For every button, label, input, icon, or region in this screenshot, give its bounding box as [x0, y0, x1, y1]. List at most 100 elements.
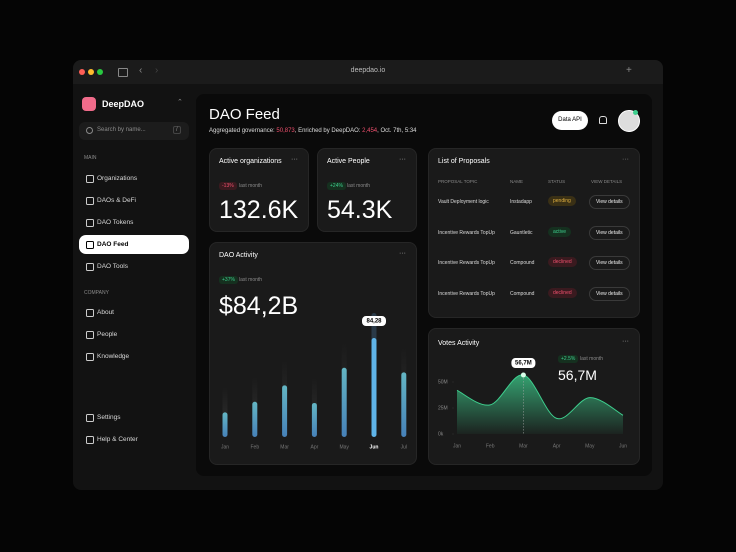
x-tick-label: Jan	[453, 443, 461, 449]
change-note: last month	[347, 183, 371, 189]
nav-label: DAO Feed	[97, 240, 129, 248]
more[interactable]: ···	[399, 250, 406, 257]
change-note: last month	[580, 356, 604, 362]
proposals-card	[428, 148, 640, 318]
brand: DeepDAO	[102, 99, 145, 109]
x-tick-label: Feb	[250, 444, 259, 450]
nav-item[interactable]: DAO Tokens	[79, 213, 189, 232]
sidebar-icon[interactable]	[118, 68, 128, 77]
y-tick-label: 25M	[438, 405, 448, 411]
bar	[341, 367, 347, 437]
nav-icon	[86, 353, 94, 361]
avatar[interactable]	[618, 110, 640, 132]
label-pill	[362, 316, 386, 327]
more[interactable]: ···	[291, 156, 298, 163]
name: Compound	[510, 291, 535, 298]
status: active	[548, 226, 572, 237]
nav-item[interactable]: People	[79, 325, 189, 344]
nav-label: Settings	[97, 413, 121, 421]
nav-item[interactable]: DAO Tools	[79, 257, 189, 276]
area	[457, 374, 623, 434]
bar	[222, 412, 228, 437]
x-tick-label: Feb	[486, 443, 495, 449]
x-tick-label: Apr	[553, 443, 561, 449]
nav-label: People	[97, 330, 118, 338]
close-dot[interactable]	[79, 69, 85, 75]
search-box[interactable]: Search by name... /	[79, 122, 189, 140]
x-tick-label: May	[585, 443, 595, 449]
subtitle-number: 2,454	[362, 128, 378, 134]
change-badge: +2.5%	[558, 355, 579, 363]
data-api-button[interactable]: Data API	[552, 111, 588, 130]
change-badge: -13%	[219, 182, 237, 190]
max-dot[interactable]	[97, 69, 103, 75]
nav-item[interactable]: DAOs & DeFi	[79, 191, 189, 210]
line	[456, 374, 624, 420]
x-tick-label: Apr	[311, 444, 319, 450]
view-details[interactable]: View details	[589, 195, 630, 209]
bar	[311, 402, 317, 437]
nav-item[interactable]: About	[79, 303, 189, 322]
nav-label: Organizations	[97, 174, 138, 182]
subtitle-text: , Oct. 7th, 5:34	[377, 128, 417, 134]
subtitle-number: 50,873	[276, 128, 295, 134]
name: Instadapp	[510, 199, 532, 205]
x-tick-label: Mar	[519, 443, 528, 449]
change-badge: +37%	[219, 276, 238, 284]
topic: Vault Deployment logic	[438, 199, 489, 205]
topic: Incentive Rewards TopUp	[438, 291, 495, 298]
x-tick-label: Jun	[619, 443, 627, 449]
new-tab[interactable]: +	[626, 65, 632, 76]
name: Gauntletic	[510, 229, 533, 236]
nav-item[interactable]: Help & Center	[79, 430, 189, 449]
column-header: STATUS	[548, 179, 566, 184]
stat-card	[317, 148, 417, 232]
x-tick-label: Jul	[401, 444, 407, 450]
search-shortcut: /	[173, 126, 181, 134]
bar	[371, 338, 377, 437]
view-details[interactable]: View details	[589, 256, 630, 271]
nav-label: DAO Tools	[97, 262, 128, 270]
nav-item[interactable]: Organizations	[79, 169, 189, 188]
nav-label: DAO Tokens	[97, 218, 134, 226]
chart-title: Votes Activity	[438, 340, 480, 347]
bell-icon[interactable]	[599, 116, 607, 124]
name: Compound	[510, 260, 535, 267]
nav-icon	[86, 263, 94, 271]
brand-switch[interactable]: ⌃	[177, 99, 183, 106]
x-tick-label: May	[339, 444, 349, 450]
nav-item[interactable]: Settings	[79, 408, 189, 427]
y-tick-label: 0k	[438, 431, 444, 437]
search-placeholder: Search by name...	[97, 127, 146, 133]
section-heading: MAIN	[84, 155, 97, 161]
nav-icon	[86, 197, 94, 205]
logo	[82, 97, 96, 111]
more: ···	[622, 338, 629, 345]
column-header: NAME	[510, 179, 524, 184]
more[interactable]: ···	[622, 156, 629, 163]
status: declined	[548, 257, 577, 268]
url[interactable]: deepdao.io	[350, 67, 386, 74]
x-tick-label: Jan	[221, 444, 229, 450]
nav-icon	[86, 331, 94, 339]
nav-label: Knowledge	[97, 352, 130, 360]
topic: Incentive Rewards TopUp	[438, 229, 495, 236]
change-note: last month	[239, 277, 263, 283]
data-label: 56,7M	[515, 361, 532, 367]
more[interactable]: ···	[399, 156, 406, 163]
view-details[interactable]: View details	[589, 225, 630, 240]
min-dot[interactable]	[88, 69, 94, 75]
page-title: DAO Feed	[209, 106, 280, 123]
subtitle-text: Aggregated governance:	[209, 128, 277, 134]
nav-item-active[interactable]: DAO Feed	[79, 235, 189, 254]
back[interactable]: ‹	[139, 65, 143, 76]
nav-label: Help & Center	[97, 435, 138, 443]
status: declined	[548, 288, 577, 299]
topic: Incentive Rewards TopUp	[438, 260, 495, 267]
data-label: 84,28	[366, 319, 382, 325]
view-details[interactable]: View details	[589, 287, 630, 302]
stat-value: 54.3K	[327, 196, 393, 224]
nav-item[interactable]: Knowledge	[79, 347, 189, 366]
forward[interactable]: ›	[155, 65, 159, 76]
